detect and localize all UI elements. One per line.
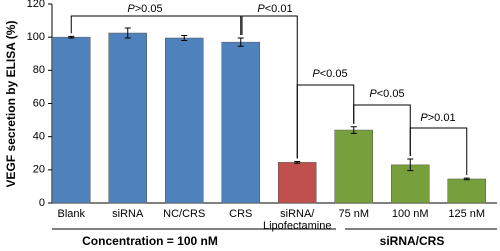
- error-bar: [407, 158, 414, 172]
- annotation: P<0.05: [369, 88, 404, 100]
- y-tick-label: 80: [33, 64, 45, 76]
- bar: [334, 129, 373, 204]
- y-tick-label: 60: [33, 97, 45, 109]
- error-bar: [294, 161, 301, 164]
- bar: [447, 178, 486, 204]
- y-tick-label: 0: [39, 197, 45, 209]
- bracket: [409, 127, 468, 176]
- annotation: P<0.01: [257, 3, 292, 15]
- error-bar: [181, 35, 188, 41]
- p-symbol: P: [257, 3, 265, 15]
- p-symbol: P: [420, 112, 428, 124]
- annotation: P>0.01: [420, 112, 455, 124]
- label-line: siRNA/: [280, 208, 315, 220]
- y-tick-label: 100: [27, 31, 45, 43]
- x-tick-label: 125 nM: [448, 208, 485, 220]
- annotation: P<0.05: [312, 68, 347, 80]
- annotation: P>0.05: [127, 3, 162, 15]
- error-bar: [237, 37, 244, 47]
- p-symbol: P: [127, 3, 135, 15]
- bracket: [296, 84, 355, 159]
- x-tick-label: siRNA/Lipofectamine: [263, 208, 332, 232]
- p-symbol: P: [369, 88, 377, 100]
- bar: [108, 32, 147, 204]
- y-tick-label: 20: [33, 164, 45, 176]
- x-tick-label: NC/CRS: [163, 208, 205, 220]
- bar: [221, 41, 260, 204]
- x-tick-label: 100 nM: [392, 208, 429, 220]
- bar: [165, 37, 204, 204]
- x-tick-label: CRS: [229, 208, 252, 220]
- bracket: [70, 15, 242, 35]
- y-tick-label: 120: [27, 0, 45, 10]
- x-tick-label: siRNA: [112, 208, 144, 220]
- error-bar: [124, 27, 131, 39]
- p-value: <0.05: [377, 88, 405, 100]
- error-bar: [463, 177, 470, 181]
- x-tick-label: 75 nM: [338, 208, 369, 220]
- group-label: siRNA/CRS: [380, 234, 445, 248]
- y-axis-label: VEGF secretion by ELISA (%): [4, 21, 18, 188]
- p-value: >0.01: [428, 112, 456, 124]
- bar: [278, 162, 317, 204]
- x-tick-label: Blank: [57, 208, 85, 220]
- p-value: <0.05: [320, 68, 348, 80]
- error-bar: [350, 126, 357, 134]
- group-label: Concentration = 100 nM: [82, 234, 218, 248]
- p-symbol: P: [312, 68, 320, 80]
- p-value: <0.01: [265, 3, 293, 15]
- bar: [391, 164, 430, 204]
- y-tick-label: 40: [33, 131, 45, 143]
- p-value: >0.05: [135, 3, 163, 15]
- label-line: Lipofectamine: [263, 220, 332, 232]
- error-bar: [68, 35, 75, 39]
- bar: [52, 36, 91, 204]
